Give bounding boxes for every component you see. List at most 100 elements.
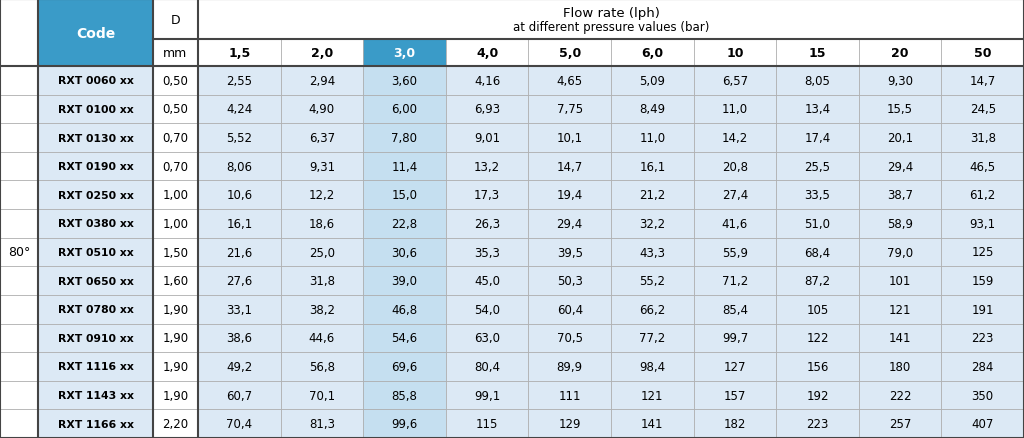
Text: 1,00: 1,00 (163, 189, 188, 202)
Text: 141: 141 (889, 332, 911, 345)
Bar (153, 324, 198, 352)
Text: RXT 0250 xx: RXT 0250 xx (57, 191, 133, 200)
Text: 13,2: 13,2 (474, 160, 500, 173)
Text: 6,37: 6,37 (309, 132, 335, 145)
Text: 33,1: 33,1 (226, 303, 252, 316)
Text: 25,0: 25,0 (309, 246, 335, 259)
Text: 60,7: 60,7 (226, 389, 252, 402)
Bar (859, 181, 941, 210)
Bar (445, 381, 528, 410)
Bar (0, 124, 38, 152)
Bar (776, 40, 859, 67)
Bar (611, 238, 693, 267)
Bar (693, 352, 776, 381)
Bar (38, 152, 153, 181)
Bar (693, 67, 776, 95)
Text: 54,6: 54,6 (391, 332, 418, 345)
Bar (859, 124, 941, 152)
Bar (198, 40, 281, 67)
Text: 2,0: 2,0 (310, 47, 333, 60)
Bar (153, 152, 198, 181)
Bar (693, 238, 776, 267)
Text: 7,75: 7,75 (557, 103, 583, 116)
Text: 33,5: 33,5 (805, 189, 830, 202)
Text: 156: 156 (806, 360, 828, 373)
Text: RXT 0650 xx: RXT 0650 xx (57, 276, 133, 286)
Text: 41,6: 41,6 (722, 217, 748, 230)
Bar (528, 40, 611, 67)
Bar (0, 295, 38, 324)
Bar (693, 324, 776, 352)
Bar (0, 238, 38, 267)
Text: 222: 222 (889, 389, 911, 402)
Text: 121: 121 (641, 389, 664, 402)
Bar (38, 238, 153, 267)
Text: Flow rate (lph): Flow rate (lph) (562, 7, 659, 19)
Bar (445, 410, 528, 438)
Bar (0, 95, 38, 124)
Bar (153, 181, 198, 210)
Text: 11,4: 11,4 (391, 160, 418, 173)
Bar (941, 324, 1024, 352)
Text: 14,2: 14,2 (722, 132, 748, 145)
Text: 3,0: 3,0 (393, 47, 416, 60)
Text: 39,5: 39,5 (557, 246, 583, 259)
Text: 10,1: 10,1 (557, 132, 583, 145)
Text: 1,90: 1,90 (163, 360, 188, 373)
Bar (445, 238, 528, 267)
Text: 45,0: 45,0 (474, 275, 500, 287)
Bar (776, 295, 859, 324)
Text: 81,3: 81,3 (309, 417, 335, 430)
Text: 159: 159 (972, 275, 994, 287)
Bar (0, 352, 38, 381)
Bar (281, 124, 364, 152)
Bar (38, 181, 153, 210)
Text: 58,9: 58,9 (887, 217, 913, 230)
Bar (859, 381, 941, 410)
Bar (693, 181, 776, 210)
Bar (776, 267, 859, 295)
Bar (941, 238, 1024, 267)
Bar (528, 95, 611, 124)
Text: 60,4: 60,4 (557, 303, 583, 316)
Text: at different pressure values (bar): at different pressure values (bar) (513, 21, 710, 33)
Bar (281, 267, 364, 295)
Text: RXT 0190 xx: RXT 0190 xx (57, 162, 133, 172)
Text: 0,70: 0,70 (163, 160, 188, 173)
Bar (859, 295, 941, 324)
Text: 44,6: 44,6 (309, 332, 335, 345)
Bar (859, 40, 941, 67)
Text: 257: 257 (889, 417, 911, 430)
Text: RXT 0780 xx: RXT 0780 xx (57, 304, 133, 314)
Bar (198, 0, 1024, 40)
Text: 29,4: 29,4 (887, 160, 913, 173)
Text: 105: 105 (806, 303, 828, 316)
Text: Code: Code (76, 26, 115, 40)
Text: 15,5: 15,5 (887, 103, 913, 116)
Bar (445, 324, 528, 352)
Bar (776, 95, 859, 124)
Text: 50: 50 (974, 47, 991, 60)
Bar (364, 267, 445, 295)
Bar (776, 67, 859, 95)
Bar (38, 267, 153, 295)
Bar (153, 40, 198, 67)
Text: 55,2: 55,2 (639, 275, 666, 287)
Text: 68,4: 68,4 (805, 246, 830, 259)
Text: 8,05: 8,05 (805, 74, 830, 88)
Bar (859, 352, 941, 381)
Bar (198, 124, 281, 152)
Text: 2,55: 2,55 (226, 74, 252, 88)
Bar (38, 295, 153, 324)
Text: RXT 0130 xx: RXT 0130 xx (57, 133, 133, 143)
Text: 31,8: 31,8 (309, 275, 335, 287)
Text: 6,57: 6,57 (722, 74, 748, 88)
Bar (281, 95, 364, 124)
Bar (941, 410, 1024, 438)
Bar (445, 40, 528, 67)
Text: 121: 121 (889, 303, 911, 316)
Bar (445, 352, 528, 381)
Bar (153, 124, 198, 152)
Bar (776, 152, 859, 181)
Text: 1,90: 1,90 (163, 332, 188, 345)
